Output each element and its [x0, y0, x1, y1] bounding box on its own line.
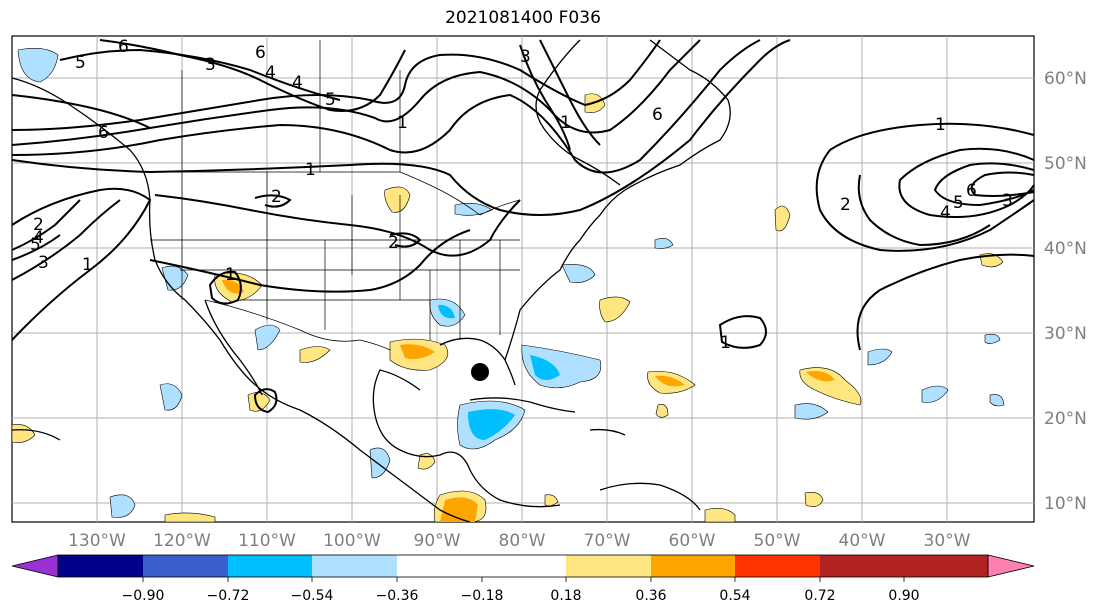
contour-label: 1 — [305, 160, 316, 180]
contour-lines — [11, 39, 1035, 414]
lon-tick: 100°W — [323, 531, 381, 551]
contour-label: 2 — [840, 195, 851, 215]
colorbar-extend-right — [987, 554, 1035, 578]
contour-label: 2 — [271, 187, 282, 207]
colorbar-label: 0.72 — [804, 588, 835, 604]
shaded-anomalies — [11, 48, 1005, 523]
lon-tick: 120°W — [153, 531, 211, 551]
colorbar: −0.90 −0.72 −0.54 −0.36 −0.18 0.18 0.36 … — [11, 554, 1035, 604]
colorbar-segment — [904, 555, 988, 577]
map-title: 2021081400 F036 — [445, 8, 601, 28]
lon-tick: 90°W — [414, 531, 461, 551]
contour-label: 5 — [325, 90, 336, 110]
contour-label: 1 — [225, 265, 236, 285]
contour-label: 1 — [560, 113, 571, 133]
contour-label: 3 — [205, 55, 216, 75]
contour-label: 1 — [720, 333, 731, 353]
lon-tick: 110°W — [238, 531, 296, 551]
lon-tick: 70°W — [584, 531, 631, 551]
colorbar-segment — [397, 555, 482, 577]
lat-tick: 60°N — [1044, 69, 1087, 89]
political-borders — [150, 40, 521, 351]
contour-label: 6 — [652, 105, 663, 125]
lat-tick: 20°N — [1044, 409, 1087, 429]
colorbar-extend-left — [11, 554, 59, 578]
colorbar-label: −0.54 — [291, 588, 334, 604]
colorbar-label: −0.18 — [461, 588, 504, 604]
lat-tick: 40°N — [1044, 239, 1087, 259]
contour-label: 1 — [397, 113, 408, 133]
contour-label: 4 — [265, 63, 276, 83]
lon-tick: 50°W — [754, 531, 801, 551]
lon-tick: 60°W — [669, 531, 716, 551]
longitude-ticks: 130°W 120°W 110°W 100°W 90°W 80°W 70°W 6… — [68, 531, 971, 551]
lon-tick: 40°W — [839, 531, 886, 551]
latitude-ticks: 60°N 50°N 40°N 30°N 20°N 10°N — [1044, 69, 1087, 514]
lat-tick: 10°N — [1044, 494, 1087, 514]
colorbar-segment — [143, 555, 228, 577]
contour-label: 6 — [966, 181, 977, 201]
contour-label: 6 — [255, 43, 266, 63]
storm-center-marker — [471, 363, 489, 381]
contour-label: 4 — [292, 73, 303, 93]
contour-label: 5 — [75, 53, 86, 73]
colorbar-segment — [58, 555, 143, 577]
colorbar-segment — [651, 555, 735, 577]
contour-label: 3 — [1002, 191, 1013, 211]
contour-label: 3 — [38, 253, 49, 273]
colorbar-segment — [820, 555, 904, 577]
colorbar-segment — [482, 555, 566, 577]
contour-label: 2 — [388, 233, 399, 253]
lon-tick: 130°W — [68, 531, 126, 551]
colorbar-label: 0.36 — [635, 588, 666, 604]
colorbar-segment — [735, 555, 820, 577]
contour-label: 5 — [953, 193, 964, 213]
contour-label: 4 — [33, 228, 44, 248]
colorbar-segment — [312, 555, 397, 577]
lat-tick: 30°N — [1044, 324, 1087, 344]
contour-label: 6 — [98, 123, 109, 143]
colorbar-label: 0.54 — [719, 588, 750, 604]
contour-label: 4 — [940, 203, 951, 223]
contour-label-group: 6 5 6 4 3 1 6 5 4 3 1 2 2 1 1 2 1 4 5 3 … — [30, 37, 1013, 353]
colorbar-label: 0.90 — [888, 588, 919, 604]
lon-tick: 30°W — [924, 531, 971, 551]
contour-label: 1 — [935, 115, 946, 135]
lon-tick: 80°W — [499, 531, 546, 551]
contour-label: 1 — [82, 255, 93, 275]
contour-label: 2 — [33, 215, 44, 235]
contour-label: 5 — [30, 235, 41, 255]
colorbar-segment — [228, 555, 312, 577]
lat-tick: 50°N — [1044, 154, 1087, 174]
colorbar-label: −0.36 — [376, 588, 419, 604]
colorbar-label: −0.72 — [207, 588, 250, 604]
colorbar-segment — [566, 555, 651, 577]
contour-label: 6 — [118, 37, 129, 57]
colorbar-label: −0.90 — [122, 588, 165, 604]
contour-label: 3 — [520, 47, 531, 67]
colorbar-label: 0.18 — [550, 588, 581, 604]
